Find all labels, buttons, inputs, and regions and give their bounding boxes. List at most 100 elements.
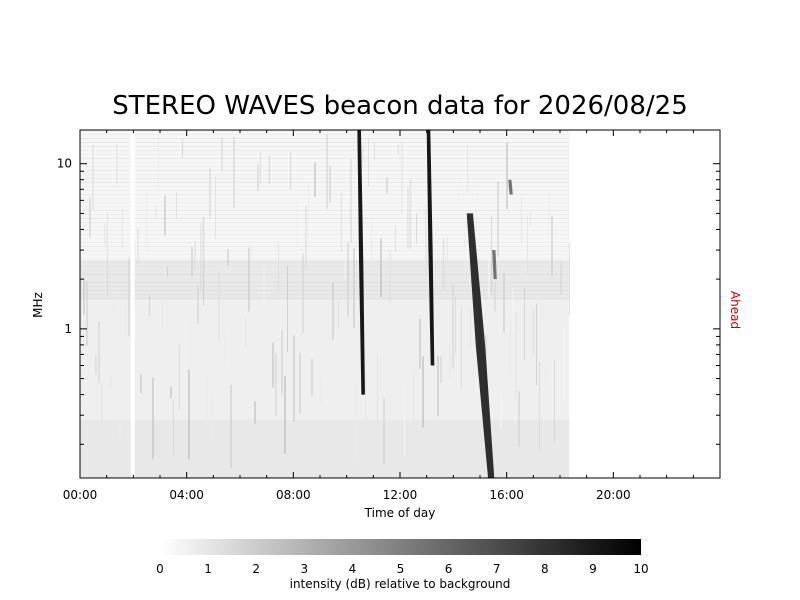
radio-bursts bbox=[357, 130, 513, 478]
noise-streak bbox=[251, 245, 252, 261]
noise-streak bbox=[176, 192, 177, 219]
noise-streak bbox=[179, 344, 180, 411]
noise-streak bbox=[560, 262, 562, 295]
noise-streak bbox=[197, 285, 199, 324]
noise-streak bbox=[425, 209, 427, 277]
noise-streak bbox=[422, 356, 424, 428]
noise-streak bbox=[524, 288, 525, 361]
noise-streak bbox=[128, 257, 130, 337]
colorbar-label: intensity (dB) relative to background bbox=[290, 577, 511, 591]
colorbar-tick-label: 6 bbox=[445, 562, 453, 576]
noise-streak bbox=[512, 287, 514, 334]
noise-streak bbox=[551, 215, 553, 276]
noise-streak bbox=[233, 137, 235, 208]
noise-streak bbox=[83, 278, 85, 315]
colorbar-tick-label: 5 bbox=[397, 562, 405, 576]
noise-streak bbox=[296, 196, 297, 271]
noise-streak bbox=[242, 393, 244, 419]
frequency-line bbox=[80, 214, 570, 215]
noise-streak bbox=[470, 306, 471, 349]
noise-streak bbox=[308, 182, 309, 240]
noise-streak bbox=[461, 306, 462, 387]
x-tick-label: 00:00 bbox=[63, 488, 98, 502]
noise-streak bbox=[161, 266, 163, 332]
noise-streak bbox=[467, 144, 468, 193]
noise-streak bbox=[167, 266, 168, 277]
noise-streak bbox=[218, 271, 220, 342]
noise-streak bbox=[365, 372, 367, 459]
noise-streak bbox=[95, 354, 97, 375]
frequency-line bbox=[80, 158, 570, 159]
noise-streak bbox=[158, 130, 159, 190]
noise-streak bbox=[497, 181, 499, 257]
frequency-line bbox=[80, 170, 570, 171]
noise-streak bbox=[356, 382, 358, 462]
noise-streak bbox=[92, 145, 94, 210]
frequency-line bbox=[80, 150, 570, 151]
noise-streak bbox=[164, 195, 166, 236]
frequency-line bbox=[80, 186, 570, 187]
noise-streak bbox=[506, 142, 508, 210]
frequency-line bbox=[80, 250, 570, 251]
burst-mark bbox=[426, 130, 435, 366]
frequency-line bbox=[80, 178, 570, 179]
noise-streak bbox=[272, 342, 274, 388]
noise-streak bbox=[515, 311, 517, 400]
noise-streak bbox=[353, 248, 355, 328]
noise-streak bbox=[134, 240, 136, 308]
y-tick-label: 10 bbox=[57, 157, 72, 171]
colorbar-tick-label: 8 bbox=[541, 562, 549, 576]
noise-streak bbox=[203, 216, 204, 306]
frequency-line bbox=[80, 294, 570, 295]
noise-streak bbox=[332, 282, 334, 340]
noise-streak bbox=[116, 145, 118, 185]
noise-streak bbox=[317, 166, 318, 209]
noise-streak bbox=[374, 142, 375, 160]
noise-streak bbox=[260, 151, 261, 184]
frequency-line bbox=[80, 146, 570, 147]
noise-streak bbox=[122, 208, 123, 249]
colorbar-tick-label: 2 bbox=[252, 562, 260, 576]
chart-title: STEREO WAVES beacon data for 2026/08/25 bbox=[112, 91, 688, 121]
noise-streak bbox=[476, 186, 477, 232]
noise-streak bbox=[527, 215, 528, 275]
noise-streak bbox=[557, 150, 559, 175]
noise-streak bbox=[368, 138, 369, 186]
frequency-line bbox=[80, 230, 570, 231]
frequency-line bbox=[80, 218, 570, 219]
noise-streak bbox=[437, 356, 439, 417]
noise-streak bbox=[569, 242, 570, 315]
noise-streak bbox=[413, 368, 414, 444]
noise-streak bbox=[386, 177, 388, 193]
colorbar-tick-label: 10 bbox=[633, 562, 648, 576]
noise-streak bbox=[407, 187, 409, 249]
frequency-line bbox=[80, 286, 570, 287]
noise-streak bbox=[539, 361, 540, 451]
colorbar-tick-label: 1 bbox=[204, 562, 212, 576]
frequency-line bbox=[80, 254, 570, 255]
noise-streak bbox=[494, 282, 496, 312]
noise-streak bbox=[446, 236, 448, 287]
burst-mark bbox=[357, 130, 365, 395]
noise-streak bbox=[380, 238, 382, 298]
noise-streak bbox=[110, 374, 112, 390]
noise-streak bbox=[293, 335, 295, 422]
x-tick-label: 04:00 bbox=[169, 488, 204, 502]
noise-streak bbox=[464, 226, 465, 269]
colorbar-gradient bbox=[160, 539, 641, 555]
noise-streak bbox=[509, 319, 511, 375]
frequency-line bbox=[80, 154, 570, 155]
noise-streak bbox=[344, 196, 346, 280]
noise-streak bbox=[245, 317, 246, 348]
frequency-line bbox=[80, 166, 570, 167]
noise-streak bbox=[230, 384, 232, 468]
noise-streak bbox=[209, 167, 211, 218]
noise-streak bbox=[173, 399, 174, 455]
noise-streak bbox=[140, 374, 142, 394]
colorbar-tick-label: 3 bbox=[300, 562, 308, 576]
frequency-line bbox=[80, 266, 570, 267]
plot-area bbox=[80, 130, 570, 478]
noise-streak bbox=[329, 165, 331, 203]
noise-streak bbox=[395, 225, 396, 252]
